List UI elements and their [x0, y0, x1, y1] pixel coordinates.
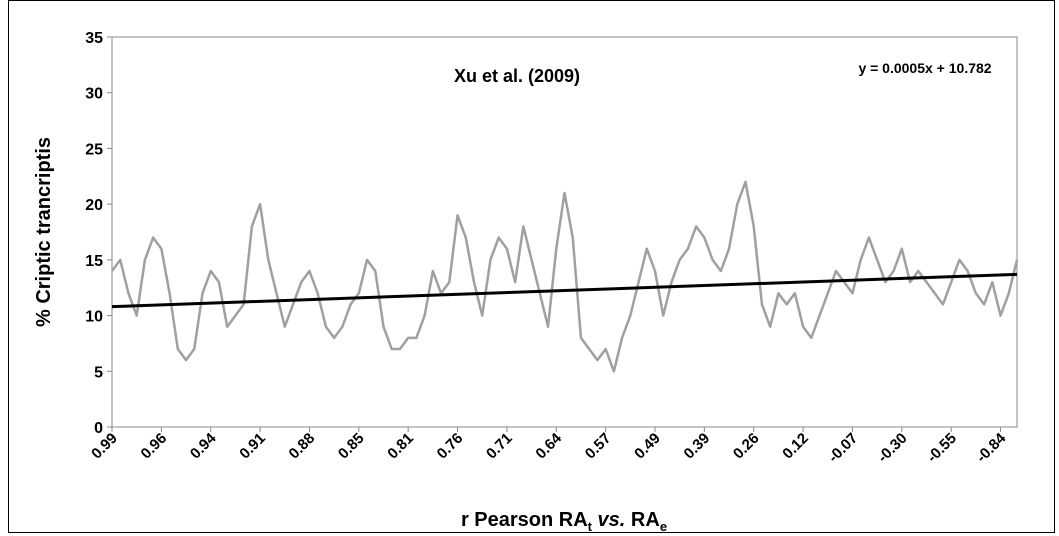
x-title-part: RA: [625, 509, 659, 531]
y-tick-label: 15: [85, 253, 103, 270]
data-line: [110, 180, 1019, 373]
x-title-sub: t: [588, 519, 593, 534]
annotation: Xu et al. (2009): [454, 66, 580, 86]
x-axis-title: r Pearson RAt vs. RAe: [461, 509, 667, 534]
y-tick-label: 0: [94, 420, 103, 437]
y-tick-label: 35: [85, 30, 103, 47]
y-tick-label: 25: [85, 141, 103, 158]
y-tick-label: 20: [85, 197, 103, 214]
x-title-part: vs.: [592, 509, 625, 531]
y-tick-label: 10: [85, 309, 103, 326]
trend-line: [111, 272, 1018, 309]
trend-equation: y = 0.0005x + 10.782: [858, 60, 991, 76]
x-title-sub: e: [660, 519, 667, 534]
x-title-part: r Pearson RA: [461, 509, 588, 531]
y-tick-label: 30: [85, 86, 103, 103]
y-tick-label: 5: [94, 364, 103, 381]
plot-area: [111, 36, 1018, 428]
y-axis-title: % Criptic trancriptis: [33, 137, 55, 327]
